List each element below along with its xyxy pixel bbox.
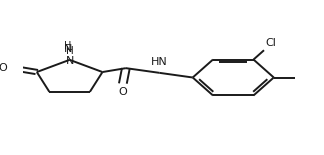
Text: H: H	[64, 41, 72, 51]
Text: O: O	[119, 87, 127, 97]
Text: H: H	[66, 46, 74, 56]
Text: N: N	[65, 56, 74, 66]
Text: HN: HN	[151, 57, 168, 67]
Text: Cl: Cl	[265, 38, 276, 48]
Text: O: O	[0, 63, 7, 73]
Text: N: N	[64, 44, 72, 54]
